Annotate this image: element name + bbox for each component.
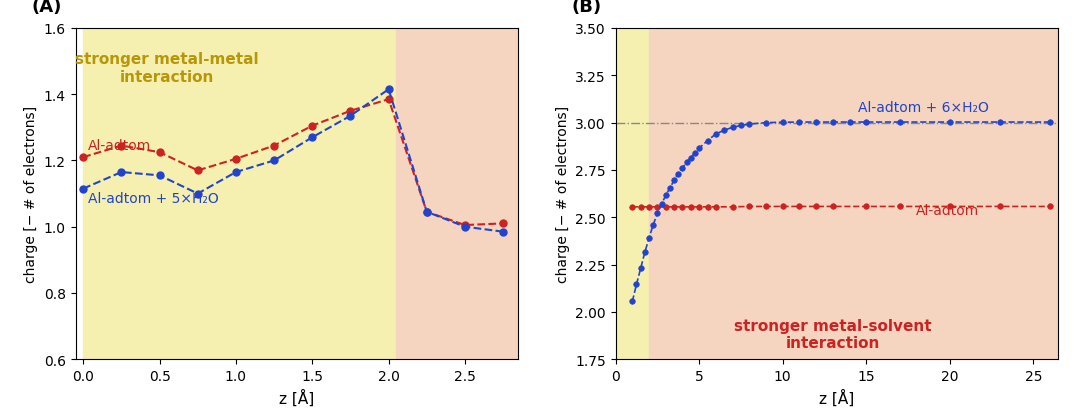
- Y-axis label: charge [− # of electrons]: charge [− # of electrons]: [24, 106, 38, 282]
- Bar: [83, 29, 396, 359]
- Bar: [396, 29, 518, 359]
- Text: stronger metal-solvent
interaction: stronger metal-solvent interaction: [734, 318, 932, 350]
- Bar: [649, 29, 1058, 359]
- Text: stronger metal-metal
interaction: stronger metal-metal interaction: [76, 52, 259, 84]
- Text: Al-adtom + 5×H₂O: Al-adtom + 5×H₂O: [87, 191, 218, 205]
- Text: Al-adtom + 6×H₂O: Al-adtom + 6×H₂O: [858, 101, 989, 115]
- Text: (A): (A): [31, 0, 62, 16]
- X-axis label: z [Å]: z [Å]: [280, 389, 314, 406]
- Bar: [616, 29, 649, 359]
- Y-axis label: charge [− # of electrons]: charge [− # of electrons]: [555, 106, 569, 282]
- Text: Al-adtom: Al-adtom: [87, 138, 151, 152]
- Text: Al-adtom: Al-adtom: [916, 204, 980, 218]
- X-axis label: z [Å]: z [Å]: [820, 389, 854, 406]
- Text: (B): (B): [571, 0, 602, 16]
